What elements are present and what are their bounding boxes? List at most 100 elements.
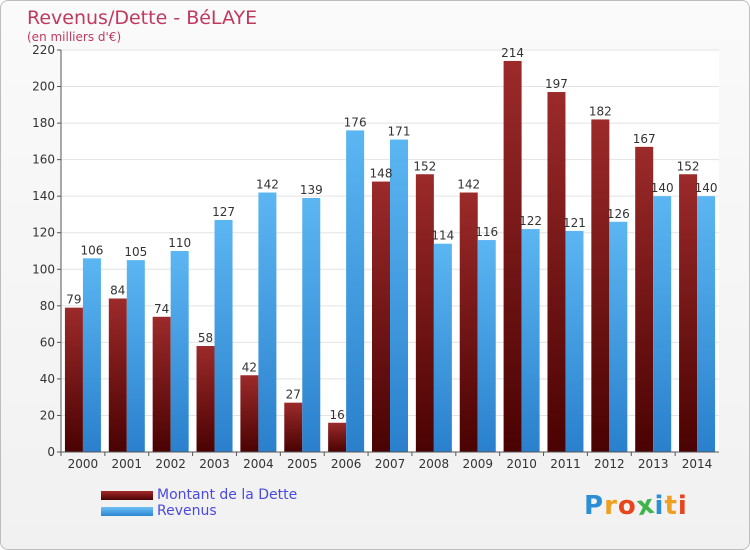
y-tick-label: 0 bbox=[47, 445, 55, 459]
y-tick-label: 20 bbox=[40, 408, 55, 422]
x-tick-label: 2011 bbox=[550, 457, 581, 471]
axes bbox=[57, 49, 719, 456]
y-tick-label: 220 bbox=[32, 43, 55, 57]
data-label-debt: 167 bbox=[633, 132, 656, 146]
y-tick-label: 140 bbox=[32, 189, 55, 203]
bar-revenue bbox=[346, 130, 365, 452]
data-label-debt: 16 bbox=[329, 408, 344, 422]
x-tick-label: 2007 bbox=[375, 457, 406, 471]
bar-debt bbox=[284, 402, 303, 452]
bar-revenue bbox=[609, 221, 628, 452]
data-label-debt: 27 bbox=[286, 388, 301, 402]
bar-debt bbox=[459, 192, 478, 452]
legend-swatch-debt bbox=[101, 491, 153, 500]
bar-debt bbox=[679, 174, 698, 452]
legend-label-debt: Montant de la Dette bbox=[157, 487, 298, 503]
bar-revenue bbox=[477, 240, 496, 452]
x-tick-label: 2004 bbox=[243, 457, 274, 471]
legend-label-revenue: Revenus bbox=[157, 503, 217, 519]
data-label-revenue: 116 bbox=[475, 225, 498, 239]
data-label-revenue: 105 bbox=[124, 245, 147, 259]
data-label-debt: 142 bbox=[457, 178, 480, 192]
x-tick-label: 2002 bbox=[155, 457, 186, 471]
data-label-revenue: 127 bbox=[212, 205, 235, 219]
y-tick-label: 200 bbox=[32, 80, 55, 94]
data-label-debt: 42 bbox=[242, 360, 257, 374]
logo-letter: P bbox=[584, 491, 605, 521]
data-label-debt: 79 bbox=[66, 293, 81, 307]
bar-debt bbox=[64, 307, 83, 452]
data-label-debt: 84 bbox=[110, 284, 125, 298]
x-tick-label: 2010 bbox=[506, 457, 537, 471]
logo-letter: r bbox=[604, 491, 618, 521]
y-tick-label: 60 bbox=[40, 335, 55, 349]
data-label-debt: 152 bbox=[677, 159, 700, 173]
data-label-debt: 74 bbox=[154, 302, 169, 316]
data-label-revenue: 176 bbox=[344, 115, 367, 129]
data-label-debt: 58 bbox=[198, 331, 213, 345]
bar-revenue bbox=[302, 198, 321, 452]
bar-revenue bbox=[258, 192, 277, 452]
logo-letter: i bbox=[677, 491, 688, 521]
bar-debt bbox=[196, 346, 215, 452]
x-tick-label: 2014 bbox=[682, 457, 713, 471]
legend-swatch-revenue bbox=[101, 507, 153, 516]
data-label-revenue: 110 bbox=[168, 236, 191, 250]
x-tick-label: 2013 bbox=[638, 457, 669, 471]
bar-revenue bbox=[565, 230, 584, 452]
bar-debt bbox=[635, 146, 654, 452]
bar-debt bbox=[372, 181, 390, 452]
chart-subtitle: (en milliers d'€) bbox=[27, 30, 122, 44]
bar-debt bbox=[503, 60, 522, 453]
x-tick-label: 2003 bbox=[199, 457, 230, 471]
bar-debt bbox=[328, 422, 347, 452]
data-label-debt: 148 bbox=[370, 167, 393, 181]
logo-letter: i bbox=[654, 491, 665, 521]
data-label-revenue: 121 bbox=[563, 216, 586, 230]
bar-revenue bbox=[170, 251, 189, 452]
y-tick-label: 80 bbox=[40, 299, 55, 313]
bar-revenue bbox=[214, 219, 233, 452]
data-label-debt: 197 bbox=[545, 77, 568, 91]
x-tick-label: 2001 bbox=[112, 457, 143, 471]
bar-debt bbox=[240, 375, 259, 452]
x-tick-label: 2000 bbox=[68, 457, 99, 471]
proxiti-logo: Proxiti bbox=[584, 490, 688, 523]
bar-revenue bbox=[82, 258, 101, 452]
x-tick-label: 2009 bbox=[462, 457, 493, 471]
data-label-revenue: 122 bbox=[519, 214, 542, 228]
data-label-revenue: 140 bbox=[651, 181, 674, 195]
data-label-revenue: 106 bbox=[80, 243, 103, 257]
data-label-revenue: 140 bbox=[695, 181, 718, 195]
data-label-debt: 152 bbox=[413, 159, 436, 173]
bar-revenue bbox=[126, 260, 145, 452]
bar-debt bbox=[547, 92, 566, 452]
data-label-revenue: 114 bbox=[431, 229, 454, 243]
chart-title: Revenus/Dette - BéLAYE bbox=[27, 7, 258, 29]
y-tick-label: 40 bbox=[40, 372, 55, 386]
bar-revenue bbox=[653, 196, 672, 452]
data-label-revenue: 142 bbox=[256, 178, 279, 192]
logo-letter: t bbox=[664, 491, 678, 521]
y-tick-label: 120 bbox=[32, 226, 55, 240]
bar-debt bbox=[108, 298, 127, 452]
bars bbox=[64, 60, 716, 453]
tick-labels: 0 20 40 60 80 100 120 140 160 180 200 220 79 106 2000 8… bbox=[32, 43, 717, 471]
data-label-debt: 214 bbox=[501, 46, 524, 60]
x-tick-label: 2005 bbox=[287, 457, 318, 471]
bar-revenue bbox=[433, 243, 452, 452]
logo-letter: o bbox=[617, 491, 637, 521]
bar-debt bbox=[415, 174, 434, 452]
x-tick-label: 2006 bbox=[331, 457, 362, 471]
y-tick-label: 180 bbox=[32, 116, 55, 130]
data-label-revenue: 126 bbox=[607, 207, 630, 221]
bar-debt bbox=[591, 119, 610, 452]
data-label-debt: 182 bbox=[589, 104, 612, 118]
x-tick-label: 2008 bbox=[419, 457, 450, 471]
bar-debt bbox=[152, 316, 171, 452]
y-tick-label: 160 bbox=[32, 153, 55, 167]
data-label-revenue: 171 bbox=[388, 125, 411, 139]
bar-revenue bbox=[521, 229, 540, 452]
bar-revenue bbox=[697, 196, 716, 452]
